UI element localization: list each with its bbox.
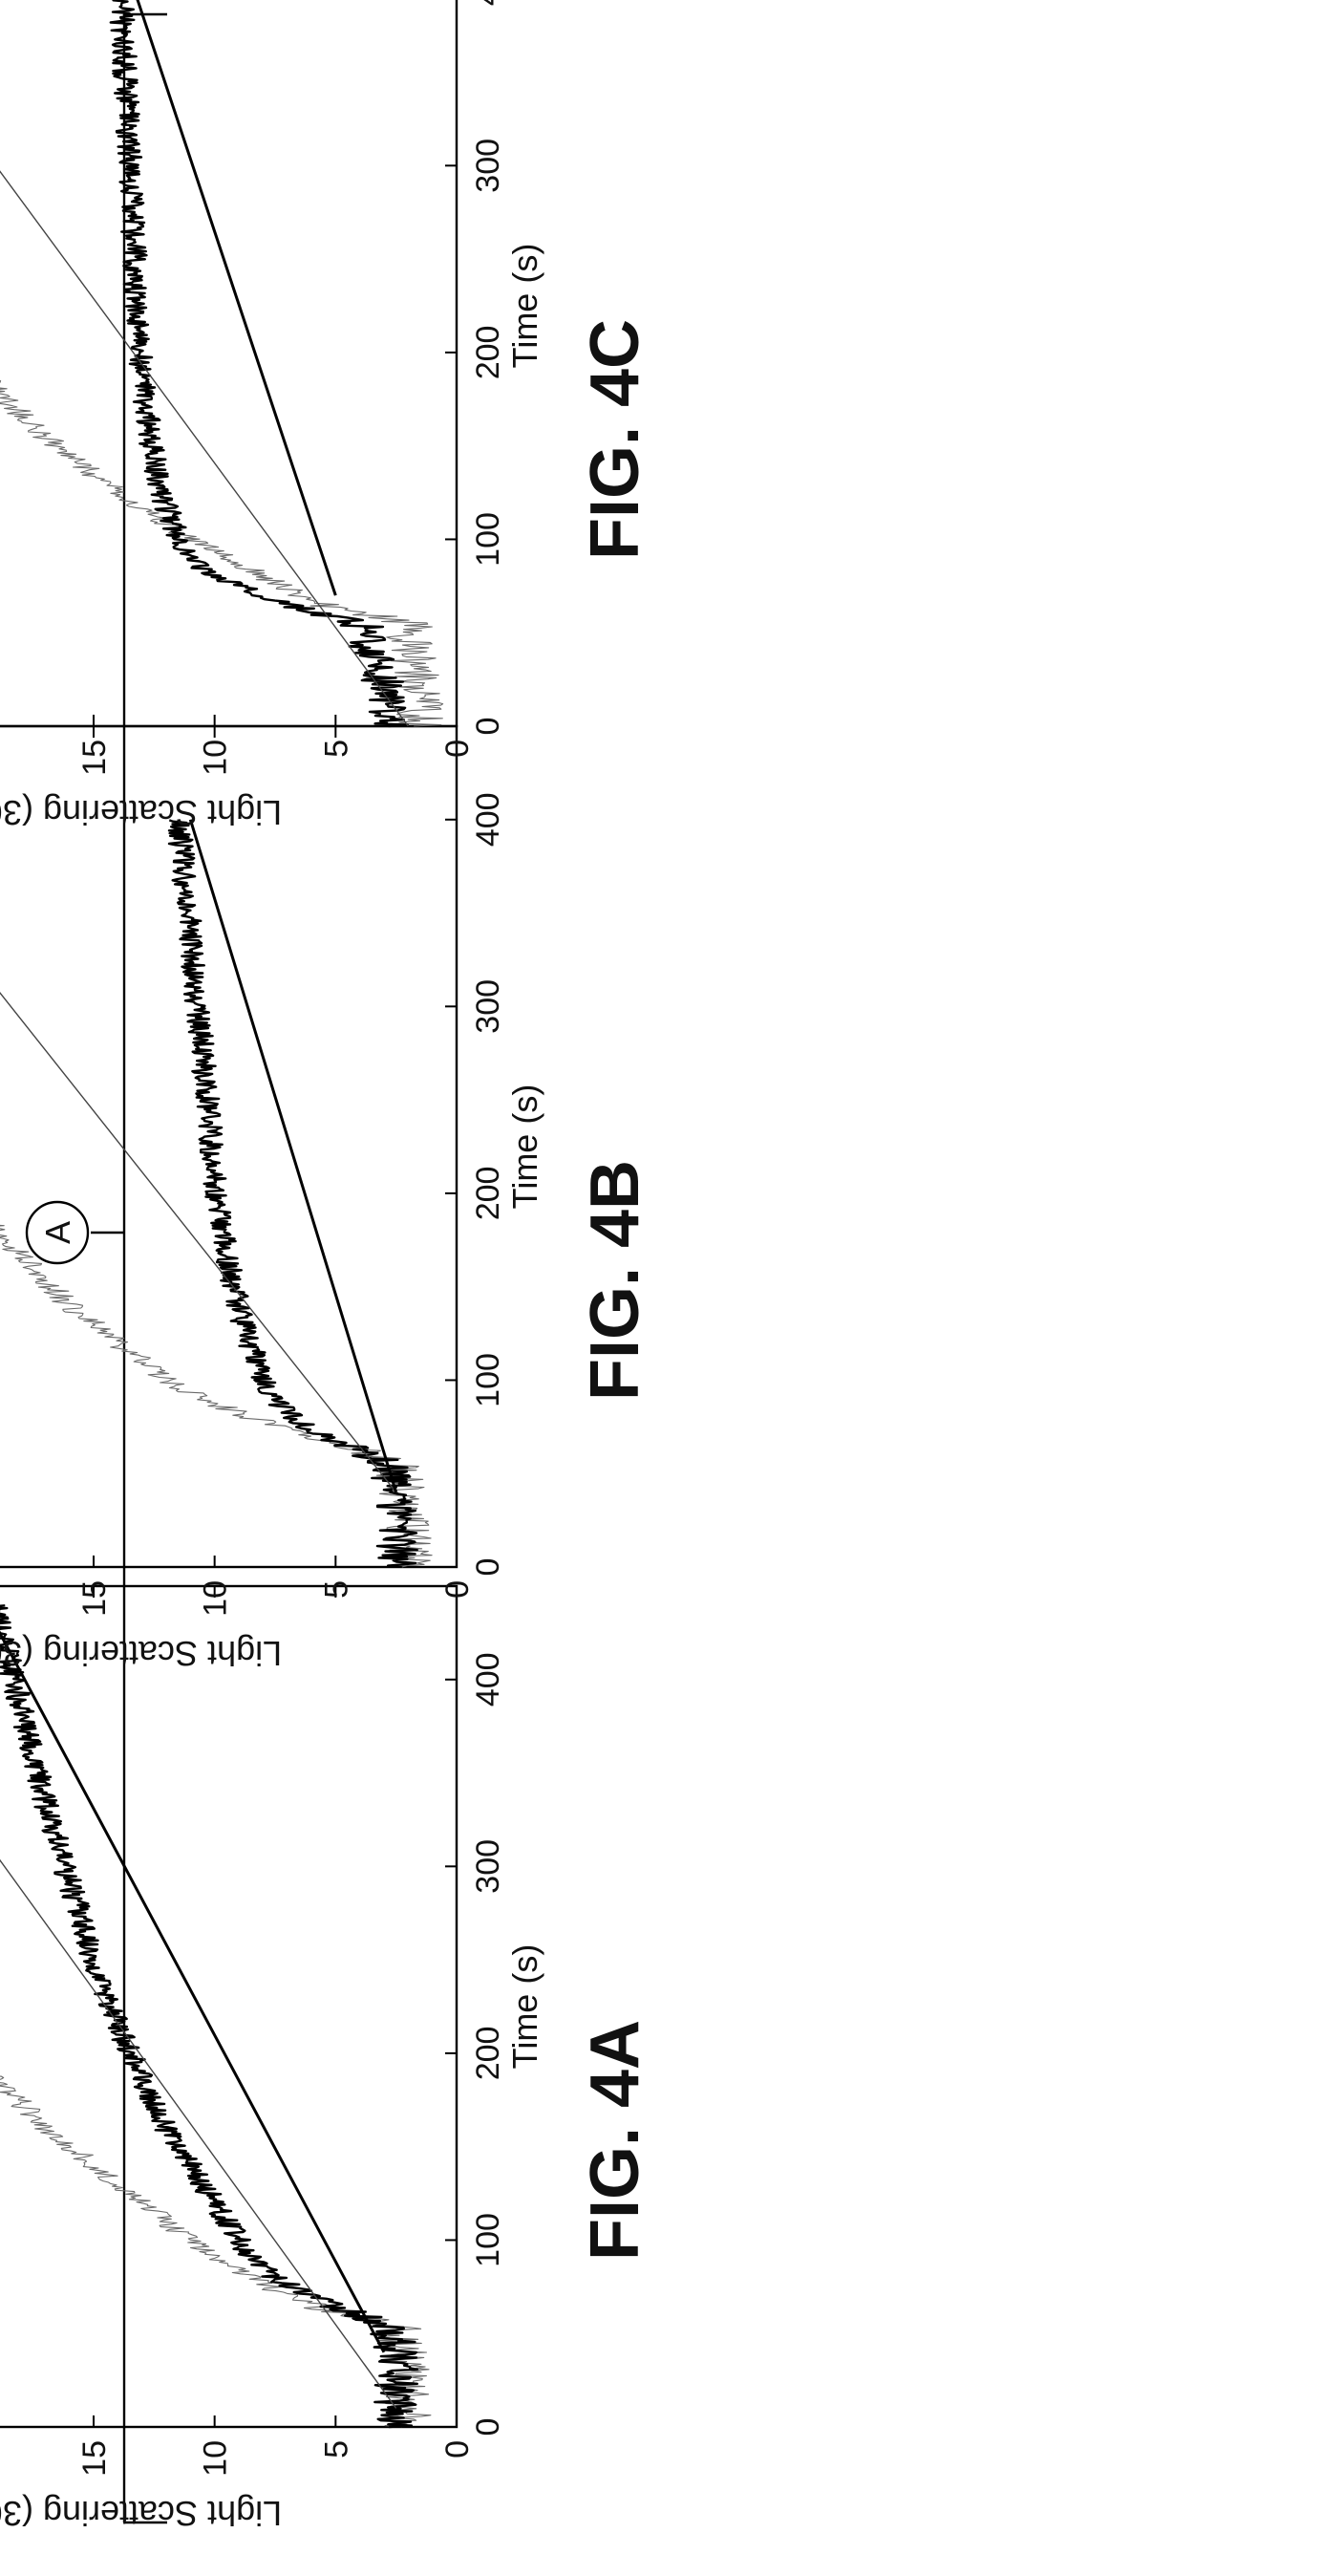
y-tick-label: 15 [76,2440,113,2477]
x-tick-label: 400 [470,1652,506,1707]
series-line-1 [104,0,409,728]
x-tick-label: 200 [470,326,506,380]
x-tick-label: 200 [470,2027,506,2081]
series-line-1 [0,1604,419,2429]
x-tick-label: 400 [470,0,506,6]
y-axis-title: Light Scattering (360nm) [0,2494,282,2533]
y-tick-label: 15 [76,1580,113,1617]
x-tick-label: 0 [470,2418,506,2436]
chart-panel-0: 0100200300400051015202530Time (s)Light S… [0,1584,653,2533]
bracket-line [91,12,167,2524]
y-tick-label: 5 [318,740,354,758]
series-line-0 [0,1604,432,2428]
y-axis-title: Light Scattering (360nm) [0,793,282,832]
x-tick-label: 100 [470,2213,506,2267]
chart-panel-1: 0100200300400051015202530Time (s)Light S… [0,724,653,1673]
y-tick-label: 10 [198,1580,234,1617]
x-tick-label: 300 [470,139,506,193]
y-axis-title: Light Scattering (360nm) [0,1634,282,1673]
figure-label: FIG. 4B [577,1160,653,1401]
y-tick-label: 0 [439,740,476,758]
series-line-0 [0,0,444,727]
series-line-0 [0,744,433,1568]
x-axis-title: Time (s) [505,1944,544,2070]
y-tick-label: 0 [439,1580,476,1599]
x-tick-label: 100 [470,1353,506,1407]
x-tick-label: 0 [470,718,506,736]
x-axis-title: Time (s) [505,1084,544,1210]
x-tick-label: 100 [470,512,506,567]
x-tick-label: 300 [470,979,506,1034]
y-tick-label: 10 [198,740,234,776]
figure-bracket [91,12,167,2524]
plot-frame [0,724,458,1569]
x-axis-title: Time (s) [505,244,544,369]
series-fit-line-3 [104,0,337,596]
y-tick-label: 10 [198,2440,234,2477]
y-tick-label: 15 [76,740,113,776]
series-fit-line-2 [0,744,397,1493]
y-tick-label: 5 [318,2440,354,2458]
series-fit-line-2 [0,1604,397,2409]
x-tick-label: 300 [470,1839,506,1894]
x-tick-label: 400 [470,792,506,847]
x-tick-label: 200 [470,1167,506,1221]
chart-panels: 0100200300400051015202530Time (s)Light S… [0,0,653,2533]
series-fit-line-2 [0,0,409,727]
series-fit-line-3 [0,1603,386,2353]
marker-label: A [38,1221,77,1244]
plot-frame [0,0,458,728]
plot-frame [0,1584,458,2429]
chart-panel-2: 0100200300400051015202530Time (s)Light S… [0,0,653,832]
x-tick-label: 0 [470,1558,506,1577]
y-tick-label: 5 [318,1580,354,1599]
figure-label: FIG. 4C [577,319,653,560]
continuation-marker: A [25,1200,90,1265]
marker-circle [25,1200,90,1265]
series-line-1 [167,819,418,1568]
figure-label: FIG. 4A [577,2020,653,2261]
series-fit-line-3 [188,819,398,1493]
y-tick-label: 0 [439,2440,476,2458]
